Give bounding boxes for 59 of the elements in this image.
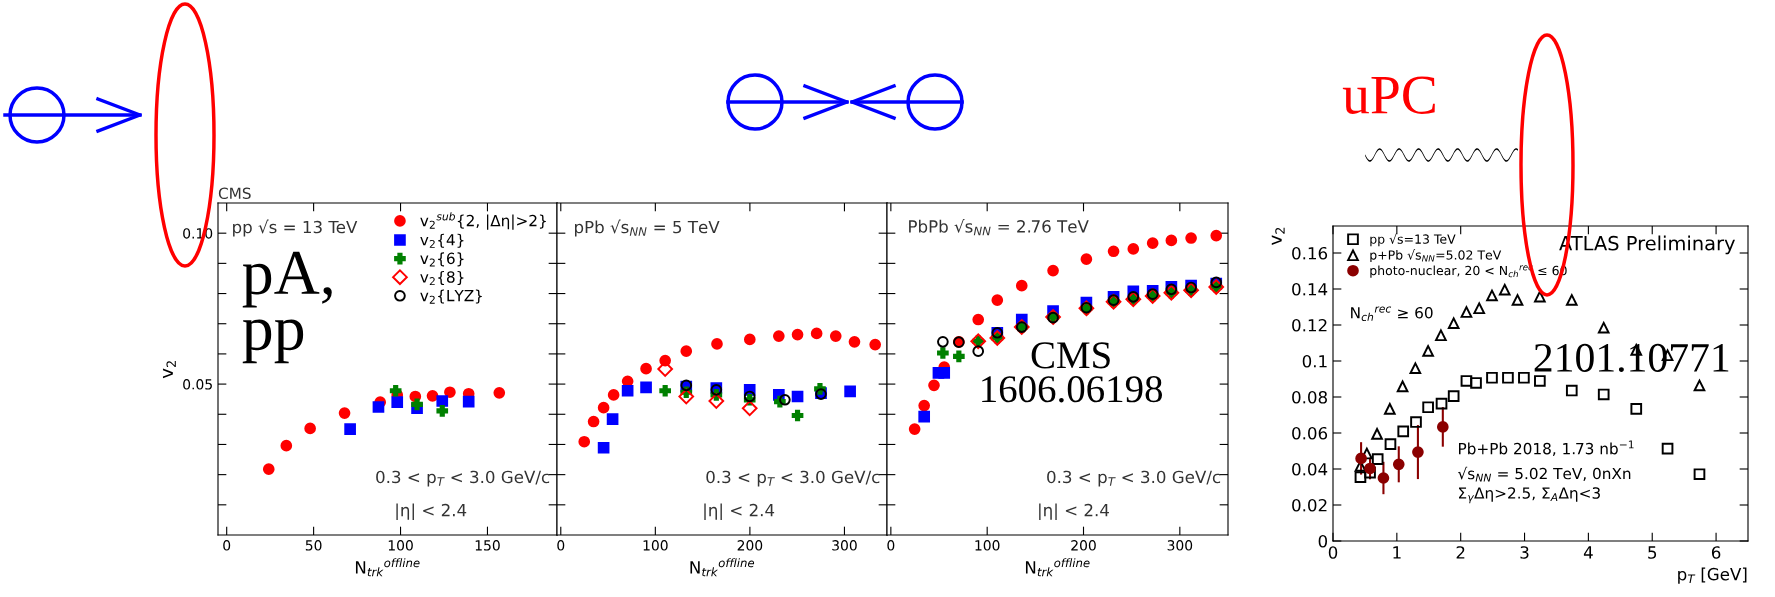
legend-label: v$_{2}${4} [420,233,464,248]
x-axis-title: p$_{T}$ [GeV] [1678,567,1747,584]
y-axis-title: v$_{2}$ [162,361,176,379]
x-tick-label: 1 [1393,546,1401,559]
legend-label: v$_{2}${6} [420,252,464,267]
legend-label: v$_{2}${8} [420,270,464,286]
y-tick-label: 0.08 [1292,390,1327,404]
x-tick-label: 0 [557,540,565,551]
x-tick-label: 300 [832,540,857,551]
x-tick-label: 300 [1167,540,1193,551]
y-tick-label: 0.06 [1292,426,1328,440]
y-tick-label: 0.1 [1302,354,1327,368]
y-tick-label: 0.02 [1292,498,1327,512]
x-tick-label: 200 [1071,540,1096,551]
x-tick-label: 150 [475,540,500,551]
x-tick-label: 100 [643,540,668,551]
annotation: 0.3 < p$_{T}$ < 3.0 GeV/c [706,470,880,487]
annotation: Pb+Pb 2018, 1.73 nb$^{−1}$ [1459,440,1634,456]
legend-label: pp √s=13 TeV [1370,233,1456,247]
annotation: pA, pp [242,251,332,364]
annotation: |η| < 2.4 [1039,503,1109,521]
x-tick-label: 6 [1711,546,1721,559]
text: uPC [1342,76,1435,114]
annotation: PbPb √s$_{NN}$ = 2.76 TeV [909,218,1089,236]
y-tick-label: 0.16 [1292,246,1328,260]
x-tick-label: 2 [1456,546,1465,559]
x-tick-label: 0 [223,540,231,551]
annotation: pPb √s$_{NN}$ = 5 TeV [575,219,720,237]
x-axis-title: N$_{trk}$$^{offline}$ [355,558,420,577]
annotation: 2101.10771 [1534,343,1729,373]
x-tick-label: 0 [887,540,895,551]
annotation: |η| < 2.4 [704,503,775,521]
annotation: Σ$_{γ}$Δη>2.5, Σ$_{A}$Δη<3 [1459,487,1600,504]
chart-title: CMS [218,187,251,200]
annotation: 0.3 < p$_{T}$ < 3.0 GeV/c [1047,470,1221,487]
y-tick-label: 0.12 [1292,318,1327,332]
legend-label: v$_{2}${LYZ} [420,289,482,304]
x-tick-label: 50 [305,540,322,551]
x-tick-label: 5 [1648,546,1657,559]
x-tick-label: 100 [975,540,1000,551]
x-tick-label: 0 [1328,546,1338,559]
annotation: |η| < 2.4 [396,503,467,521]
annotation: pp √s = 13 TeV [233,219,358,237]
annotation: 0.3 < p$_{T}$ < 3.0 GeV/c [376,470,550,487]
y-tick-label: 0.04 [1292,462,1328,476]
annotation: CMS 1606.06198 [982,342,1163,403]
annotation: √s$_{NN}$ = 5.02 TeV, 0nXn [1457,466,1631,482]
x-tick-label: 3 [1520,546,1529,559]
x-axis-title: N$_{trk}$$^{offline}$ [1025,558,1090,577]
x-tick-label: 200 [737,540,763,551]
legend-label: p+Pb √s$_{NN}$=5.02 TeV [1370,249,1502,263]
x-axis-title: N$_{trk}$$^{offline}$ [690,558,755,577]
y-tick-label: 0.05 [183,379,212,390]
legend-label: v$_{2}$$^{sub}${2, |Δη|>2} [420,212,546,230]
y-axis-title: v$_{2}$ [1271,227,1285,245]
x-tick-label: 4 [1583,546,1593,559]
x-tick-label: 100 [388,540,413,551]
annotation: N$_{ch}$$^{rec}$ ≥ 60 [1351,306,1433,321]
y-tick-label: 0.14 [1292,282,1328,296]
